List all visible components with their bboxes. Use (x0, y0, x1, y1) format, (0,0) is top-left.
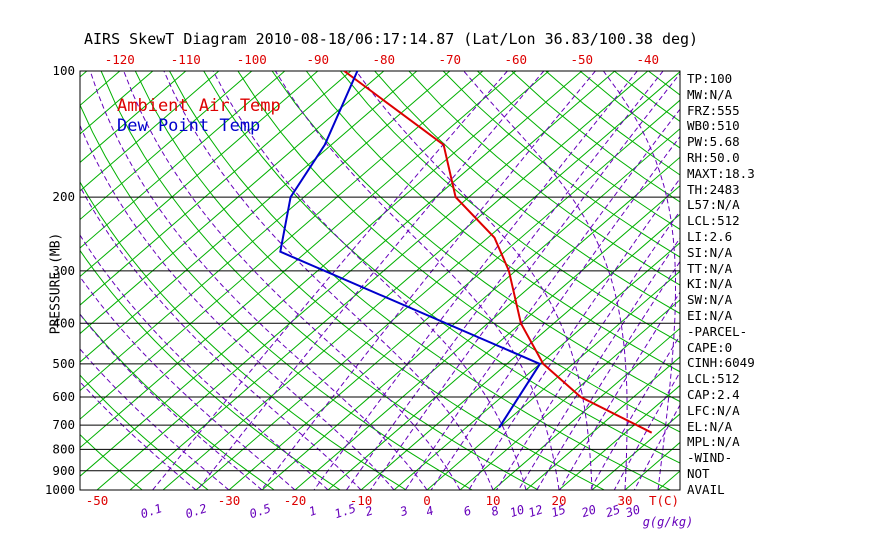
top-temp-tick-label: -110 (171, 52, 201, 67)
mixing-tick-label: 2 (364, 503, 375, 519)
stats-line: EI:N/A (687, 307, 733, 323)
mixing-ratio-tick-labels: 0.1 0.2 0.5 1 1.5 2 3 4 6 8 10 12 15 20 25 30g(g/kg) (139, 501, 693, 529)
mixing-tick-label: 3 (398, 503, 410, 519)
top-temp-tick-labels: -120 -110 -100 -90 -80 -70 -60 -50 -40 (105, 52, 659, 67)
pressure-tick-label: 100 (52, 63, 75, 78)
pressure-tick-label: 400 (52, 315, 75, 330)
stats-panel: TP:100 MW:N/A FRZ:555 WB0:510 PW:5.68 RH:50.0… (687, 71, 755, 498)
top-temp-tick-label: -50 (570, 52, 593, 67)
mixing-tick-label: 30 (623, 502, 642, 520)
bottom-temp-tick-label: 10 (485, 493, 500, 508)
pressure-tick-label: 600 (52, 389, 75, 404)
bottom-temp-tick-label: 20 (551, 493, 566, 508)
stats-line: -WIND- (687, 450, 733, 466)
mixing-tick-label: 0.1 (139, 501, 164, 521)
stats-line: CAP:2.4 (687, 386, 740, 402)
stats-line: MW:N/A (687, 86, 733, 102)
mixing-tick-label: 1 (307, 503, 318, 519)
mixing-tick-label: 8 (490, 503, 501, 519)
bottom-temp-tick-label: -50 (86, 493, 109, 508)
top-temp-tick-label: -80 (372, 52, 395, 67)
isotherm-lines (80, 71, 680, 490)
top-temp-tick-label: -60 (504, 52, 527, 67)
stats-line: FRZ:555 (687, 102, 740, 118)
pressure-tick-label: 300 (52, 263, 75, 278)
stats-line: CINH:6049 (687, 355, 755, 371)
legend-dew-point-temp: Dew Point Temp (117, 116, 261, 136)
mixing-tick-label: 4 (424, 503, 435, 519)
stats-line: L57:N/A (687, 197, 740, 213)
stats-line: PW:5.68 (687, 134, 740, 150)
mixing-tick-label: 10 (508, 502, 526, 520)
plot-frame (79, 70, 681, 491)
mixing-ratio-lines (152, 71, 680, 490)
stats-line: LFC:N/A (687, 402, 740, 418)
pressure-tick-label: 700 (52, 417, 75, 432)
dry-adiabat-lines (80, 71, 680, 490)
pressure-tick-label: 1000 (45, 482, 75, 497)
pressure-tick-label: 800 (52, 441, 75, 456)
bottom-temp-tick-label: 0 (423, 493, 431, 508)
bottom-temp-tick-label: -30 (218, 493, 241, 508)
stats-line: SI:N/A (687, 244, 733, 260)
pressure-tick-label: 200 (52, 189, 75, 204)
top-temp-tick-label: -40 (636, 52, 659, 67)
mixing-tick-label: 20 (580, 502, 598, 520)
bottom-temp-tick-label: -20 (284, 493, 307, 508)
stats-line: TP:100 (687, 71, 733, 86)
ambient-temp-curve (343, 71, 653, 434)
stats-line: NOT (687, 465, 710, 481)
bottom-temp-tick-label: -10 (350, 493, 373, 508)
mixing-unit-label: g(g/kg) (643, 515, 694, 529)
stats-line: TT:N/A (687, 260, 733, 276)
mixing-tick-label: 12 (527, 502, 545, 520)
top-temp-tick-label: -120 (105, 52, 135, 67)
stats-line: LCL:512 (687, 371, 740, 387)
chart-title: AIRS SkewT Diagram 2010-08-18/06:17:14.8… (84, 30, 699, 48)
stats-line: KI:N/A (687, 276, 733, 292)
pressure-tick-label: 900 (52, 463, 75, 478)
top-temp-tick-label: -70 (438, 52, 461, 67)
temp-unit-label: T(C) (649, 493, 679, 508)
stats-line: CAPE:0 (687, 339, 733, 355)
stats-line: EL:N/A (687, 418, 733, 434)
stats-line: LCL:512 (687, 213, 740, 229)
stats-line: MPL:N/A (687, 434, 740, 450)
top-temp-tick-label: -90 (306, 52, 329, 67)
mixing-tick-label: 15 (550, 502, 568, 520)
stats-line: LI:2.6 (687, 228, 733, 244)
mixing-tick-label: 6 (462, 503, 473, 519)
stats-line: RH:50.0 (687, 149, 740, 165)
dew-point-curve (279, 71, 542, 429)
bottom-temp-tick-labels: -50 -30 -20 -10 0 10 20 30 T(C) (86, 493, 679, 508)
bottom-temp-tick-label: 30 (617, 493, 632, 508)
stats-line: AVAIL (687, 481, 725, 497)
mixing-tick-label: 25 (604, 502, 622, 520)
top-temp-tick-label: -100 (237, 52, 267, 67)
stats-line: -PARCEL- (687, 323, 748, 339)
stats-line: TH:2483 (687, 181, 740, 197)
mixing-tick-label: 1.5 (333, 501, 358, 521)
stats-line: WB0:510 (687, 118, 740, 134)
stats-line: SW:N/A (687, 292, 733, 308)
pressure-tick-label: 500 (52, 356, 75, 371)
mixing-tick-label: 0.2 (184, 501, 209, 521)
legend-ambient-air-temp: Ambient Air Temp (117, 96, 281, 116)
stats-line: MAXT:18.3 (687, 165, 755, 181)
mixing-tick-label: 0.5 (248, 501, 273, 521)
pressure-tick-labels: 100 200 300 400 500 600 700 800 900 1000 (45, 63, 75, 497)
